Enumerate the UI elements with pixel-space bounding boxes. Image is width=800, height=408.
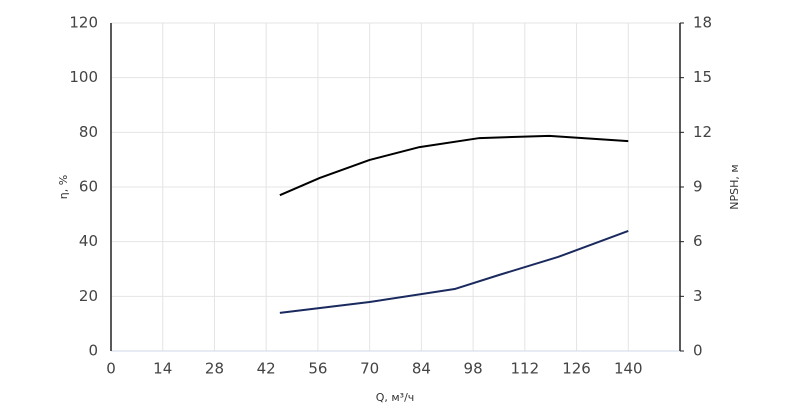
y-tick-label: 40	[79, 232, 98, 250]
y2-tick-label: 15	[693, 68, 712, 86]
line-series	[279, 229, 629, 314]
x-tick-label: 28	[205, 360, 224, 378]
y-tick-label: 80	[79, 123, 98, 141]
y2-tick-label: 9	[693, 178, 703, 196]
y-tick-label: 0	[88, 342, 98, 360]
y2-tick-label: 3	[693, 287, 703, 305]
x-tick-label: 70	[360, 360, 379, 378]
y-tick-label: 120	[69, 14, 98, 32]
x-tick-label: 140	[614, 360, 643, 378]
x-axis-label: Q, м³/ч	[376, 391, 415, 404]
y2-tick-label: 0	[693, 342, 703, 360]
x-tick-label: 42	[257, 360, 276, 378]
y-tick-label: 100	[69, 68, 98, 86]
y2-tick-label: 12	[693, 123, 712, 141]
y-tick-label: 60	[79, 178, 98, 196]
y-axis-label: η, %	[57, 175, 70, 199]
x-tick-label: 56	[308, 360, 327, 378]
y2-axis-label: NPSH, м	[728, 164, 741, 209]
x-tick-label: 14	[153, 360, 172, 378]
x-tick-label: 126	[562, 360, 591, 378]
line-series	[279, 134, 629, 197]
y2-tick-label: 6	[693, 232, 703, 250]
y2-tick-label: 18	[693, 14, 712, 32]
x-tick-label: 112	[510, 360, 539, 378]
x-tick-label: 84	[412, 360, 431, 378]
x-tick-label: 98	[464, 360, 483, 378]
y-tick-label: 20	[79, 287, 98, 305]
x-tick-label: 0	[106, 360, 116, 378]
